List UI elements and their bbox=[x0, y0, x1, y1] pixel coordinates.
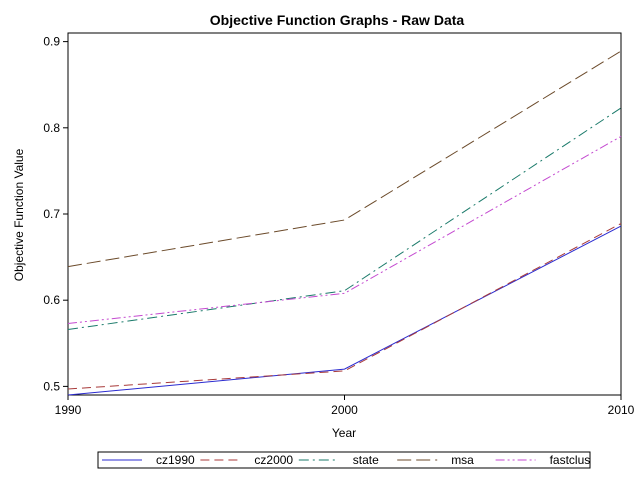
series-line-cz2000 bbox=[67, 223, 622, 390]
legend-label-state: state bbox=[353, 453, 379, 467]
series-line-fastclus bbox=[67, 135, 622, 324]
y-tick-label: 0.9 bbox=[43, 35, 60, 49]
tick-layer: 0.5 0.6 0.7 0.8 0.9 1990 2000 2010 bbox=[43, 35, 634, 417]
y-tick-label: 0.5 bbox=[43, 379, 60, 393]
series-layer bbox=[67, 50, 622, 396]
legend-label-fastclus: fastclus bbox=[550, 453, 591, 467]
x-tick-label: 2010 bbox=[608, 403, 635, 417]
x-tick-label: 2000 bbox=[331, 403, 358, 417]
y-tick-label: 0.6 bbox=[43, 293, 60, 307]
legend: cz1990 cz2000 state msa fastclus bbox=[97, 451, 591, 469]
y-tick-label: 0.8 bbox=[43, 121, 60, 135]
legend-frame bbox=[97, 451, 591, 469]
series-line-msa bbox=[67, 50, 622, 268]
y-axis-label: Objective Function Value bbox=[12, 148, 26, 281]
legend-label-cz1990: cz1990 bbox=[156, 453, 195, 467]
y-tick-label: 0.7 bbox=[43, 207, 60, 221]
series-line-state bbox=[67, 107, 622, 330]
chart-title: Objective Function Graphs - Raw Data bbox=[210, 12, 465, 28]
x-axis-label: Year bbox=[332, 426, 356, 440]
x-tick-label: 1990 bbox=[55, 403, 82, 417]
legend-label-cz2000: cz2000 bbox=[254, 453, 293, 467]
series-line-cz1990 bbox=[67, 225, 622, 396]
legend-label-msa: msa bbox=[451, 453, 474, 467]
